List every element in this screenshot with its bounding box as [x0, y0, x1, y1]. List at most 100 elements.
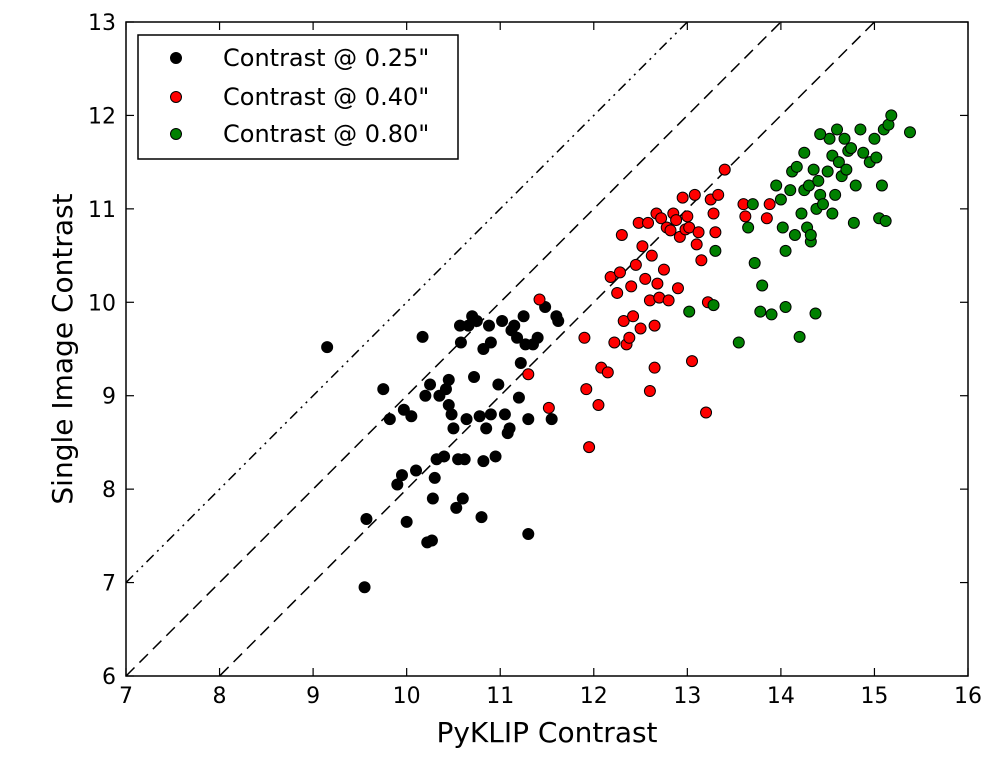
point-s0-31 [458, 453, 471, 466]
point-s2-47 [868, 132, 881, 145]
point-s2-6 [748, 257, 761, 270]
point-s2-34 [829, 188, 842, 201]
point-s1-13 [615, 229, 628, 242]
point-s0-30 [456, 492, 469, 505]
point-s2-11 [774, 193, 787, 206]
point-s1-33 [655, 212, 668, 225]
point-s0-12 [419, 389, 432, 402]
point-s2-15 [784, 184, 797, 197]
point-s0-42 [482, 319, 495, 332]
point-s0-29 [454, 336, 467, 349]
point-s1-54 [707, 207, 720, 220]
point-s2-2 [709, 244, 722, 257]
point-s1-25 [643, 385, 656, 398]
point-s0-2 [360, 513, 373, 526]
point-s2-50 [875, 179, 888, 192]
point-s2-38 [838, 132, 851, 145]
point-s2-43 [849, 179, 862, 192]
x-tick-label-2: 9 [306, 684, 320, 709]
point-s0-37 [473, 410, 486, 423]
point-s2-42 [847, 216, 860, 229]
x-tick-label-5: 12 [580, 684, 608, 709]
point-s1-46 [686, 355, 699, 368]
y-tick-label-1: 7 [102, 572, 116, 597]
point-s2-23 [802, 179, 815, 192]
point-s2-8 [756, 279, 769, 292]
point-s1-39 [670, 214, 683, 227]
point-s1-14 [617, 314, 630, 327]
y-tick-label-5: 11 [88, 198, 116, 223]
x-tick-label-9: 16 [954, 684, 982, 709]
x-tick-label-3: 10 [393, 684, 421, 709]
point-s2-44 [854, 123, 867, 136]
point-s2-56 [798, 146, 811, 159]
point-s0-20 [438, 450, 451, 463]
point-s1-19 [629, 258, 642, 271]
point-s2-54 [885, 109, 898, 122]
point-s1-4 [580, 383, 593, 396]
point-s1-49 [692, 226, 705, 239]
point-s2-1 [707, 299, 720, 312]
point-s1-29 [648, 319, 661, 332]
point-s0-16 [426, 492, 439, 505]
point-s0-47 [496, 314, 509, 327]
reference-lines [126, 22, 876, 676]
point-s2-14 [779, 244, 792, 257]
point-s2-41 [845, 142, 858, 155]
point-s1-45 [683, 221, 696, 234]
y-tick-label-7: 13 [88, 11, 116, 36]
point-s0-24 [445, 408, 458, 421]
point-s2-20 [795, 207, 808, 220]
point-s1-47 [688, 188, 701, 201]
point-s0-17 [428, 471, 441, 484]
point-s1-23 [639, 272, 652, 285]
y-axis-label: Single Image Contrast [46, 193, 79, 504]
point-s0-48 [498, 408, 511, 421]
point-s1-1 [533, 293, 546, 306]
legend-label-1: Contrast @ 0.40" [223, 83, 429, 111]
point-s1-59 [739, 210, 752, 223]
point-s1-11 [611, 286, 624, 299]
x-tick-label-4: 11 [486, 684, 514, 709]
point-s0-41 [480, 422, 493, 435]
point-s0-39 [477, 455, 490, 468]
point-s2-12 [776, 221, 789, 234]
point-s1-44 [681, 210, 694, 223]
point-s0-59 [522, 527, 535, 540]
x-tick-label-7: 14 [767, 684, 795, 709]
x-tick-label-0: 7 [119, 684, 133, 709]
legend-label-2: Contrast @ 0.80" [223, 120, 429, 148]
point-s2-17 [788, 229, 801, 242]
point-s2-13 [779, 300, 792, 313]
point-s1-50 [695, 254, 708, 267]
point-s0-1 [358, 581, 371, 594]
point-s2-0 [683, 305, 696, 318]
point-s0-35 [468, 371, 481, 384]
point-s0-61 [531, 331, 544, 344]
point-s0-52 [508, 319, 521, 332]
point-s0-6 [395, 469, 408, 482]
y-tick-label-6: 12 [88, 104, 116, 129]
x-tick-label-1: 8 [213, 684, 227, 709]
point-s1-6 [592, 399, 605, 412]
point-s2-45 [857, 146, 870, 159]
point-s2-59 [809, 307, 822, 320]
point-s1-5 [583, 441, 596, 454]
point-s1-17 [625, 280, 638, 293]
point-s0-26 [450, 501, 463, 514]
point-s1-34 [657, 263, 670, 276]
y-tick-label-2: 8 [102, 478, 116, 503]
point-s1-28 [648, 361, 661, 374]
point-s0-15 [425, 534, 438, 547]
x-tick-label-6: 13 [673, 684, 701, 709]
point-s2-4 [742, 221, 755, 234]
point-s1-3 [578, 331, 591, 344]
point-s2-55 [903, 126, 916, 139]
point-s0-38 [475, 511, 488, 524]
point-s2-57 [804, 229, 817, 242]
point-s0-44 [484, 336, 497, 349]
point-s0-40 [477, 343, 490, 355]
point-s0-14 [424, 378, 437, 391]
point-s0-8 [400, 515, 413, 528]
point-s2-30 [821, 165, 834, 178]
